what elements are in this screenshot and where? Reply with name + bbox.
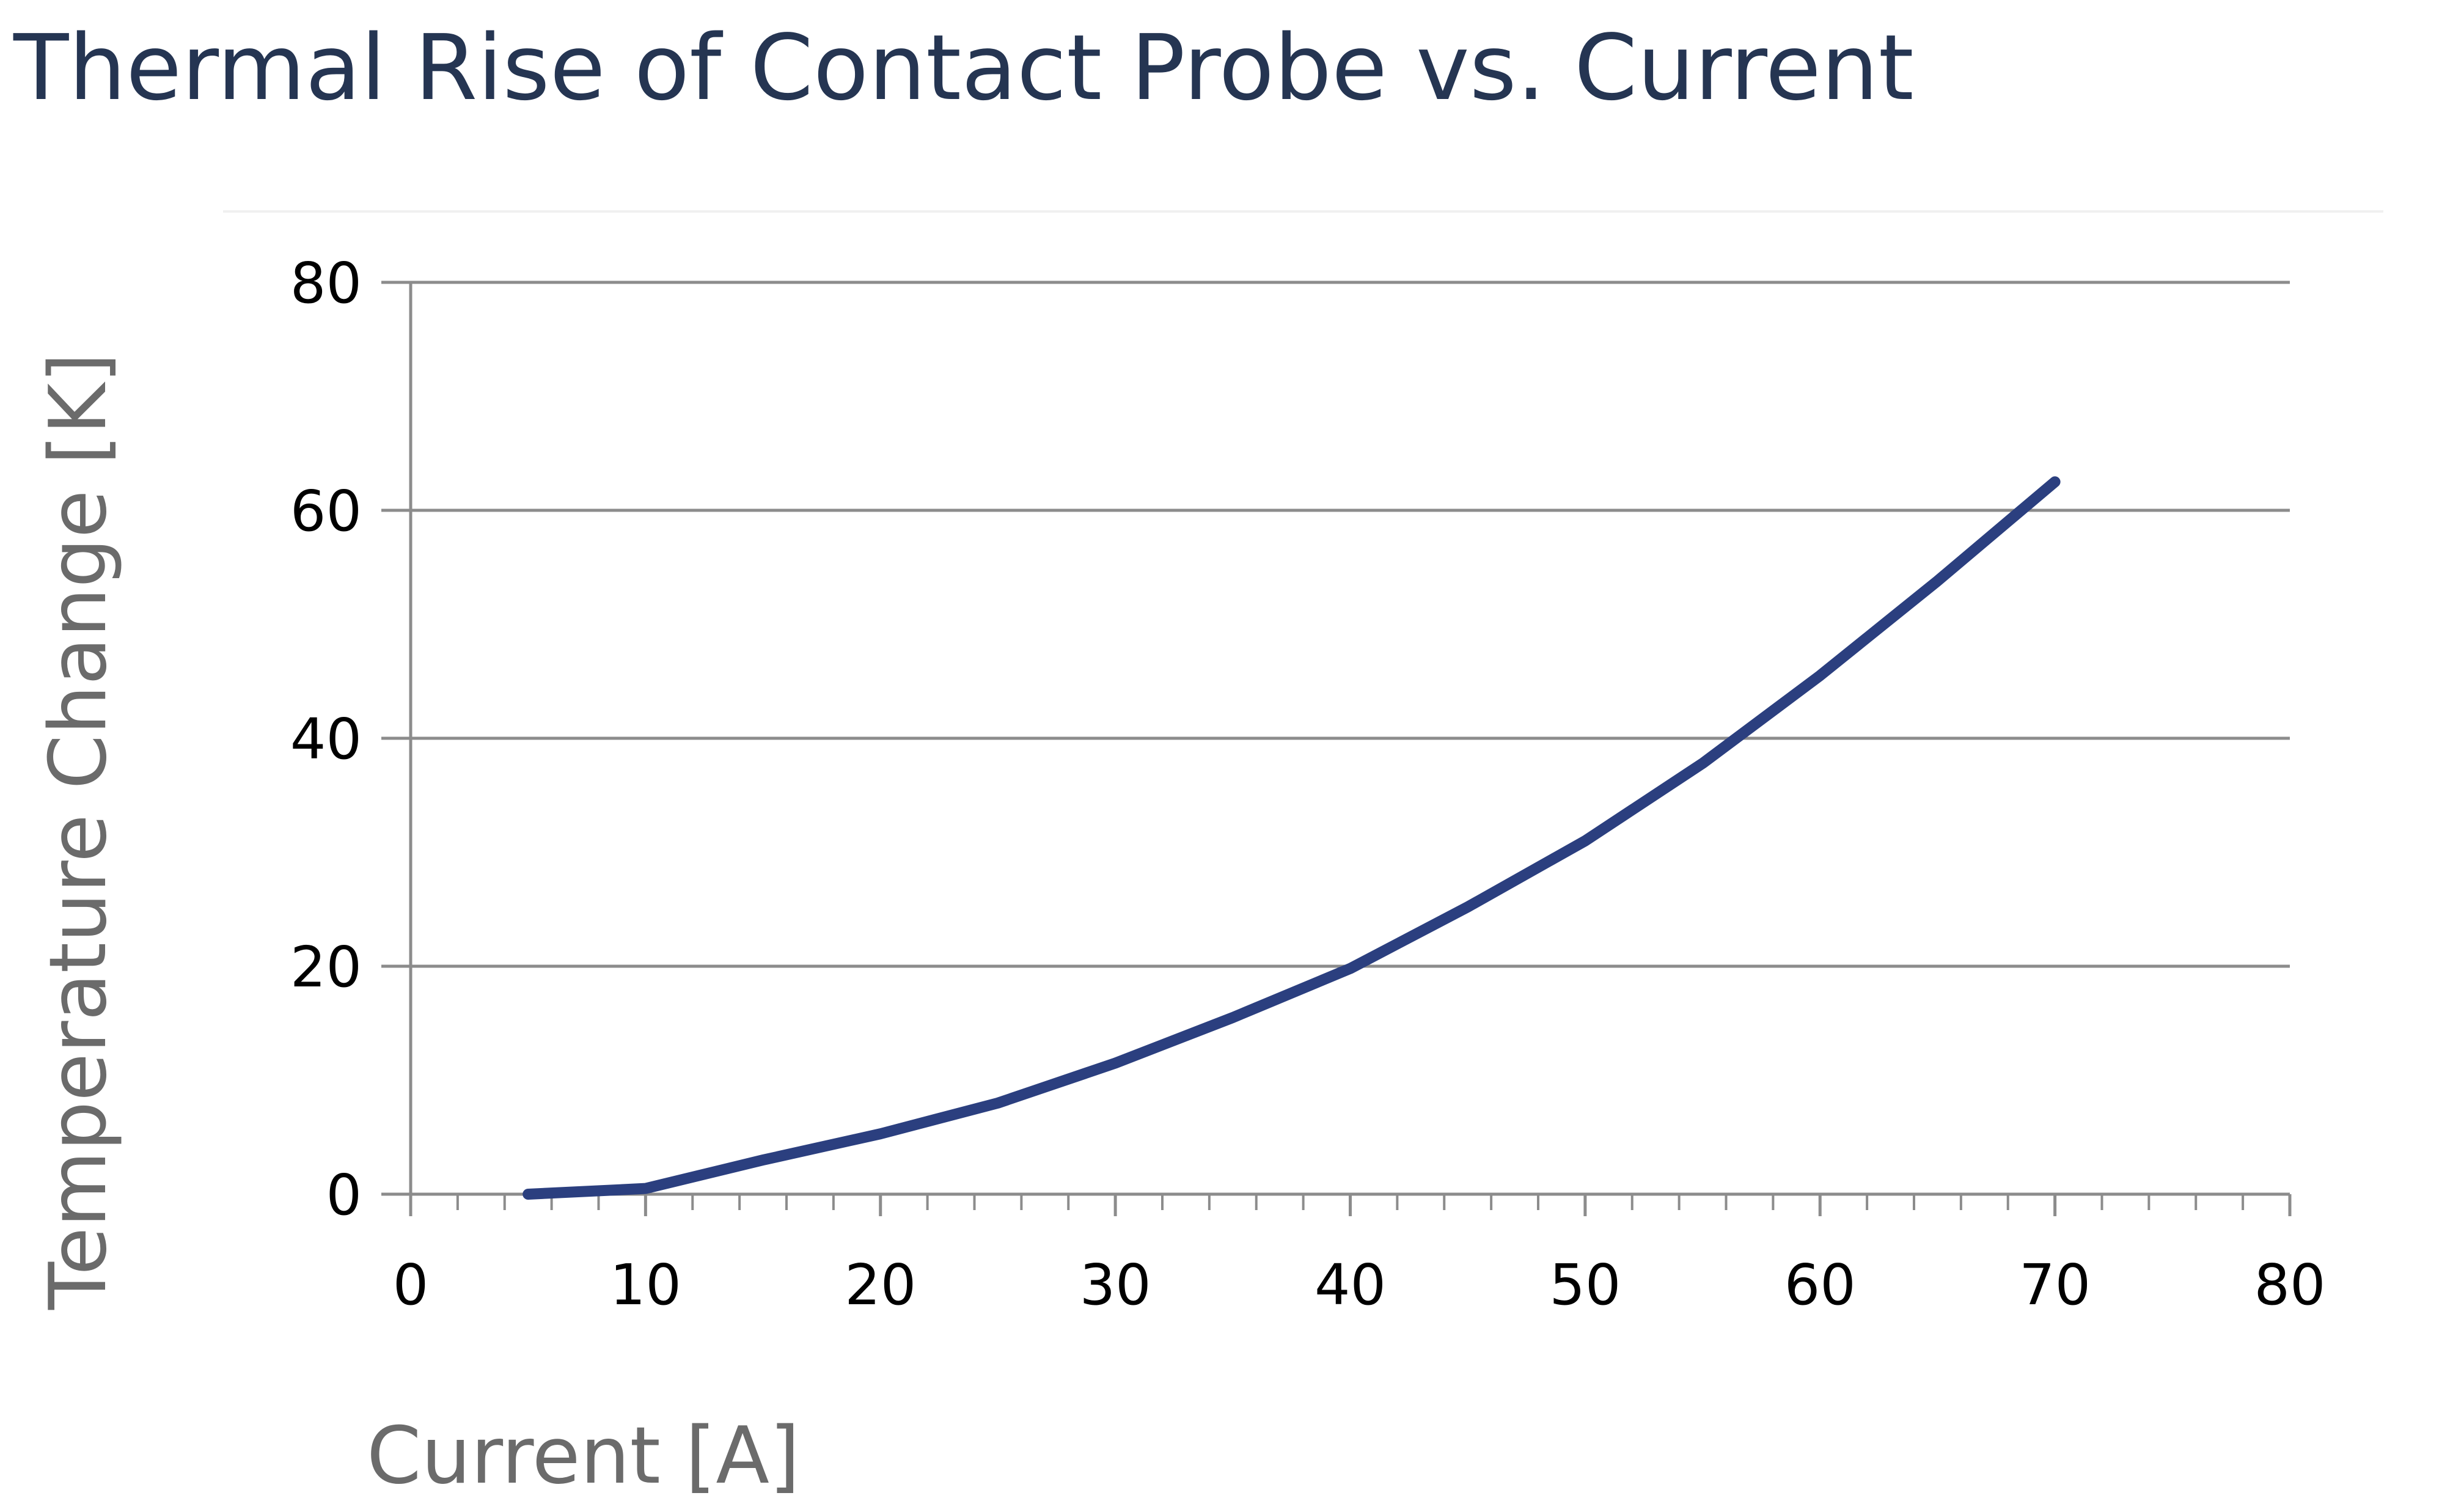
data-point xyxy=(645,1188,646,1189)
data-point xyxy=(1350,968,1351,969)
y-tick-label-80: 80 xyxy=(290,251,362,316)
tick-labels: 0 20 40 60 80 0 10 20 30 40 50 60 70 80 xyxy=(290,251,2326,1318)
x-tick-label-50: 50 xyxy=(1549,1252,1621,1318)
series-line-0 xyxy=(522,476,2061,1200)
y-tick-label-60: 60 xyxy=(290,479,362,544)
x-tick-label-10: 10 xyxy=(610,1252,681,1318)
gridlines xyxy=(411,281,2290,968)
x-tick-label-30: 30 xyxy=(1080,1252,1151,1318)
y-tick-label-40: 40 xyxy=(290,706,362,772)
series xyxy=(522,476,2061,1200)
data-point xyxy=(1820,675,1821,676)
x-tick-label-60: 60 xyxy=(1784,1252,1856,1318)
y-tick-label-0: 0 xyxy=(326,1162,362,1228)
axes xyxy=(381,281,2292,1216)
x-tick-label-0: 0 xyxy=(393,1252,429,1318)
x-tick-label-20: 20 xyxy=(845,1252,916,1318)
data-point xyxy=(1467,907,1468,908)
x-axis-title: Current [A] xyxy=(367,1411,800,1502)
y-axis-title: Temperature Change [K] xyxy=(33,353,124,1310)
x-tick-label-70: 70 xyxy=(2019,1252,2091,1318)
x-tick-label-40: 40 xyxy=(1314,1252,1386,1318)
chart-title: Thermal Rise of Contact Probe vs. Curren… xyxy=(13,15,1914,120)
x-tick-label-80: 80 xyxy=(2254,1252,2325,1318)
data-point xyxy=(528,1194,529,1195)
y-tick-label-20: 20 xyxy=(290,934,362,1000)
